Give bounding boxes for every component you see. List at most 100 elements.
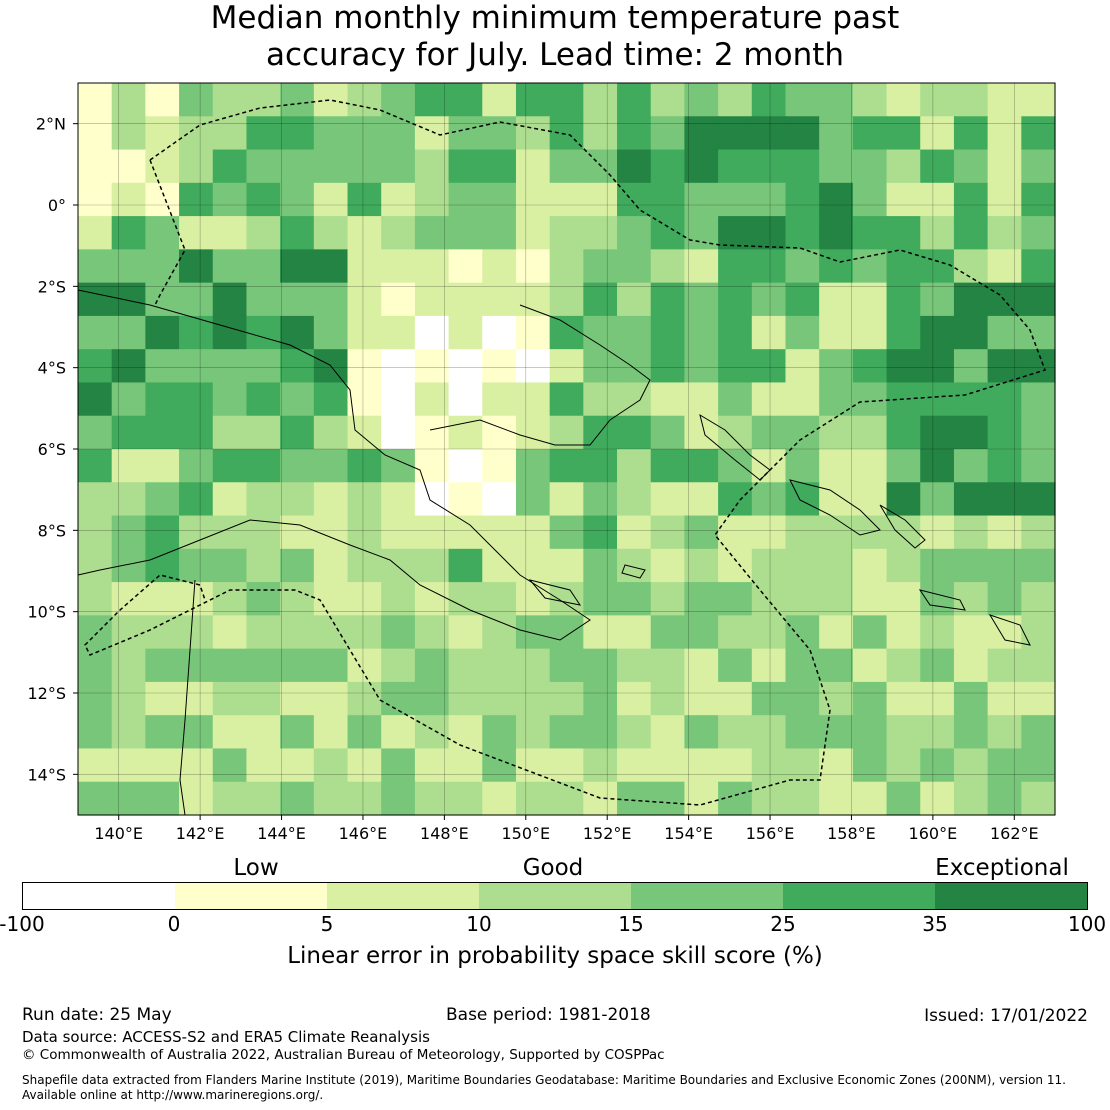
grid-cell: [953, 149, 989, 184]
grid-cell: [145, 648, 180, 683]
grid-cell: [313, 449, 349, 483]
grid-cell: [78, 582, 113, 616]
grid-cell: [448, 349, 483, 384]
grid-cell: [414, 116, 450, 151]
grid-cell: [78, 415, 113, 450]
grid-cell: [482, 83, 517, 117]
grid-cell: [78, 116, 113, 151]
grid-cell: [718, 315, 753, 350]
grid-cell: [617, 149, 652, 184]
grid-cell: [448, 415, 483, 450]
grid-cell: [381, 315, 416, 350]
y-tick-label: 8°S: [38, 521, 66, 540]
grid-cell: [246, 182, 281, 217]
grid-cell: [515, 648, 551, 683]
grid-cell: [145, 382, 180, 417]
grid-cell: [280, 182, 315, 217]
grid-cell: [549, 415, 584, 450]
grid-cell: [953, 216, 989, 250]
grid-cell: [617, 216, 652, 250]
grid-cell: [953, 615, 989, 650]
colorbar-segment: [175, 883, 327, 909]
grid-cell: [448, 648, 483, 683]
grid-cell: [212, 315, 248, 350]
grid-cell: [482, 681, 517, 716]
grid-cell: [111, 149, 146, 184]
grid-cell: [785, 382, 820, 417]
grid-cell: [684, 748, 719, 783]
grid-cell: [617, 615, 652, 650]
y-tick-label: 2°S: [38, 277, 66, 296]
grid-cell: [482, 249, 517, 284]
grid-cell: [684, 515, 719, 550]
grid-cell: [718, 116, 753, 151]
grid-cell: [111, 282, 146, 317]
grid-cell: [145, 681, 180, 716]
coastline: [988, 614, 1031, 646]
grid-cell: [179, 449, 214, 483]
grid-cell: [111, 648, 146, 683]
grid-cell: [886, 715, 921, 750]
grid-cell: [347, 615, 382, 650]
grid-cell: [212, 249, 248, 284]
grid-cell: [414, 615, 450, 650]
grid-cell: [684, 282, 719, 317]
grid-cell: [751, 149, 787, 184]
grid-cell: [179, 781, 214, 816]
grid-cell: [111, 116, 146, 151]
grid-cell: [852, 748, 888, 783]
grid-cell: [313, 382, 349, 417]
grid-cell: [414, 349, 450, 384]
grid-cell: [987, 449, 1022, 483]
grid-cell: [583, 249, 618, 284]
grid-cell: [718, 83, 753, 117]
grid-cell: [684, 83, 719, 117]
grid-cell: [953, 748, 989, 783]
grid-cell: [1021, 83, 1056, 117]
x-tick-label: 140°E: [94, 824, 143, 843]
grid-cell: [145, 349, 180, 384]
grid-cell: [987, 216, 1022, 250]
grid-cell: [179, 282, 214, 317]
grid-cell: [482, 415, 517, 450]
grid-cell: [819, 149, 854, 184]
grid-cell: [280, 648, 315, 683]
grid-cell: [515, 83, 551, 117]
grid-cell: [886, 781, 921, 816]
grid-cell: [886, 748, 921, 783]
grid-cell: [718, 415, 753, 450]
grid-cell: [549, 382, 584, 417]
grid-cell: [482, 216, 517, 250]
grid-cell: [515, 149, 551, 184]
grid-cell: [280, 548, 315, 583]
grid-cell: [751, 449, 787, 483]
grid-cell: [482, 615, 517, 650]
grid-cell: [246, 282, 281, 317]
colorbar-tick: 15: [618, 912, 644, 936]
coastline: [879, 504, 926, 549]
grid-cell: [212, 415, 248, 450]
grid-cell: [650, 349, 686, 384]
base-period: Base period: 1981-2018: [446, 1005, 651, 1025]
grid-cell: [515, 382, 551, 417]
grid-cell: [246, 349, 281, 384]
grid-cell: [684, 315, 719, 350]
grid-cell: [347, 149, 382, 184]
grid-cell: [718, 382, 753, 417]
x-tick-label: 158°E: [827, 824, 876, 843]
grid-cell: [583, 648, 618, 683]
grid-cell: [1021, 249, 1056, 284]
grid-cell: [785, 681, 820, 716]
grid-cell: [718, 715, 753, 750]
grid-cell: [111, 182, 146, 217]
grid-cell: [482, 781, 517, 816]
grid-cell: [381, 615, 416, 650]
grid-cell: [920, 781, 955, 816]
grid-cell: [617, 548, 652, 583]
grid-cell: [549, 349, 584, 384]
title-line-1: Median monthly minimum temperature past: [210, 0, 900, 36]
grid-cell: [886, 548, 921, 583]
grid-cell: [347, 83, 382, 117]
grid-cell: [212, 681, 248, 716]
grid-cell: [886, 648, 921, 683]
